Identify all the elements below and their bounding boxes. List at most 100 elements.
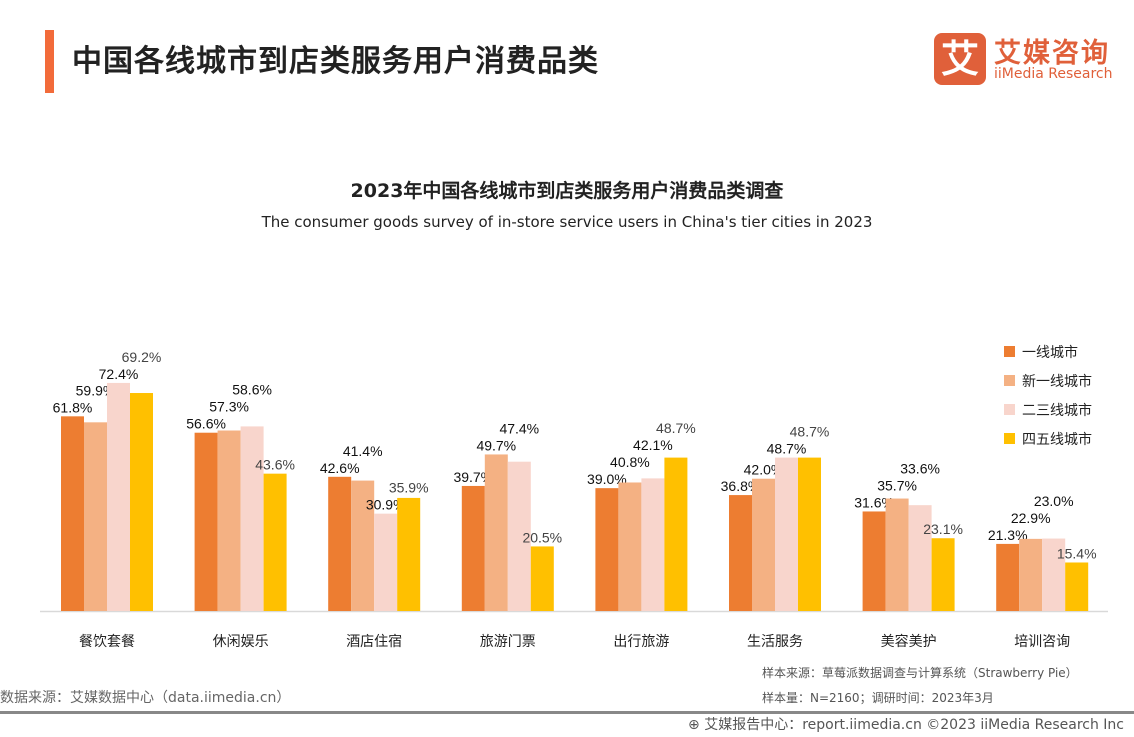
data-label: 47.4% (499, 420, 539, 436)
legend-swatch (1004, 404, 1015, 415)
bar (885, 498, 909, 611)
legend-label: 新一线城市 (1022, 373, 1092, 390)
bar (61, 416, 84, 611)
legend-item: 一线城市 (1004, 337, 1092, 366)
bar (1019, 538, 1043, 611)
bar (729, 495, 752, 611)
bar (107, 382, 130, 611)
bar (1065, 562, 1089, 611)
data-label: 42.1% (633, 437, 673, 453)
data-label: 56.6% (186, 416, 226, 432)
bar (461, 485, 485, 611)
legend-item: 四五线城市 (1004, 424, 1092, 453)
bar (328, 476, 352, 611)
data-label: 58.6% (232, 382, 272, 398)
data-label: 40.8% (610, 454, 650, 470)
data-label: 36.8% (721, 478, 761, 494)
data-label: 48.7% (790, 424, 830, 440)
bar (618, 482, 642, 611)
legend-item: 新一线城市 (1004, 366, 1092, 395)
legend-swatch (1004, 375, 1015, 386)
category-label: 酒店住宿 (346, 633, 402, 650)
legend-label: 四五线城市 (1022, 431, 1092, 448)
footer-divider (0, 711, 1134, 714)
data-label: 72.4% (99, 366, 139, 382)
data-label: 57.3% (209, 399, 249, 415)
bar (240, 426, 264, 611)
title-accent-bar (45, 30, 54, 93)
data-label: 20.5% (522, 529, 562, 545)
bar (84, 422, 107, 611)
data-label: 23.0% (1034, 493, 1074, 509)
category-label: 培训咨询 (1014, 634, 1070, 650)
bar (664, 457, 688, 611)
bar (798, 457, 821, 611)
data-label: 30.9% (366, 497, 406, 513)
category-label: 出行旅游 (613, 634, 669, 650)
data-label: 39.7% (453, 469, 493, 485)
legend-item: 二三线城市 (1004, 395, 1092, 424)
data-label: 69.2% (122, 349, 162, 365)
data-label: 61.8% (53, 399, 93, 415)
bar (217, 430, 241, 611)
category-label: 旅游门票 (480, 634, 536, 650)
legend-swatch (1004, 346, 1015, 357)
data-label: 22.9% (1011, 510, 1051, 526)
data-label: 59.9% (76, 382, 116, 398)
data-label: 48.7% (767, 441, 807, 457)
bar (862, 511, 886, 611)
data-label: 15.4% (1057, 545, 1097, 561)
category-label: 生活服务 (747, 634, 803, 650)
logo-text-cn: 艾媒咨询 (994, 38, 1110, 69)
chart-subtitle: The consumer goods survey of in-store se… (261, 213, 873, 231)
bar (595, 488, 619, 611)
bar (130, 393, 153, 611)
legend-swatch (1004, 433, 1015, 444)
bar (908, 505, 932, 611)
bar (641, 478, 665, 611)
data-label: 33.6% (900, 460, 940, 476)
bar (194, 432, 218, 611)
logo-text-en: iiMedia Research (994, 66, 1113, 82)
sample-size: 样本量：N=2160；调研时间：2023年3月 (762, 691, 994, 705)
bar (263, 473, 287, 611)
legend-label: 二三线城市 (1022, 402, 1092, 419)
data-label: 42.0% (744, 462, 784, 478)
bar (530, 546, 554, 611)
data-label: 42.6% (320, 460, 360, 476)
data-label: 43.6% (255, 457, 295, 473)
bar (775, 457, 798, 611)
data-source: 数据来源：艾媒数据中心（data.iimedia.cn） (0, 690, 291, 706)
data-label: 48.7% (656, 420, 696, 436)
data-label: 35.7% (877, 477, 917, 493)
data-label: 23.1% (923, 521, 963, 537)
data-label: 39.0% (587, 471, 627, 487)
chart-title: 2023年中国各线城市到店类服务用户消费品类调查 (350, 180, 784, 202)
data-label: 41.4% (343, 443, 383, 459)
bar (507, 461, 531, 611)
data-label: 31.6% (854, 494, 894, 510)
bar (931, 538, 955, 611)
bar (752, 478, 775, 611)
bar (484, 454, 508, 611)
legend: 一线城市 新一线城市 二三线城市 四五线城市 (1004, 337, 1092, 453)
bar (374, 513, 398, 611)
logo-mark: 艾 (934, 33, 986, 85)
report-icon: ⊕ (688, 717, 705, 733)
report-center: ⊕ 艾媒报告中心：report.iimedia.cn ©2023 iiMedia… (688, 714, 1124, 734)
bar (351, 480, 375, 611)
page-title: 中国各线城市到店类服务用户消费品类 (72, 44, 599, 79)
report-center-text[interactable]: 艾媒报告中心：report.iimedia.cn ©2023 iiMedia R… (704, 717, 1124, 733)
category-label: 餐饮套餐 (79, 634, 135, 650)
data-label: 49.7% (476, 437, 516, 453)
bar (996, 543, 1020, 611)
data-label: 35.9% (389, 480, 429, 496)
bar (397, 497, 421, 611)
category-label: 美容美护 (881, 633, 937, 650)
bar (1042, 538, 1066, 611)
legend-label: 一线城市 (1022, 344, 1078, 361)
data-label: 21.3% (988, 527, 1028, 543)
sample-source: 样本来源：草莓派数据调查与计算系统（Strawberry Pie） (762, 666, 1078, 680)
